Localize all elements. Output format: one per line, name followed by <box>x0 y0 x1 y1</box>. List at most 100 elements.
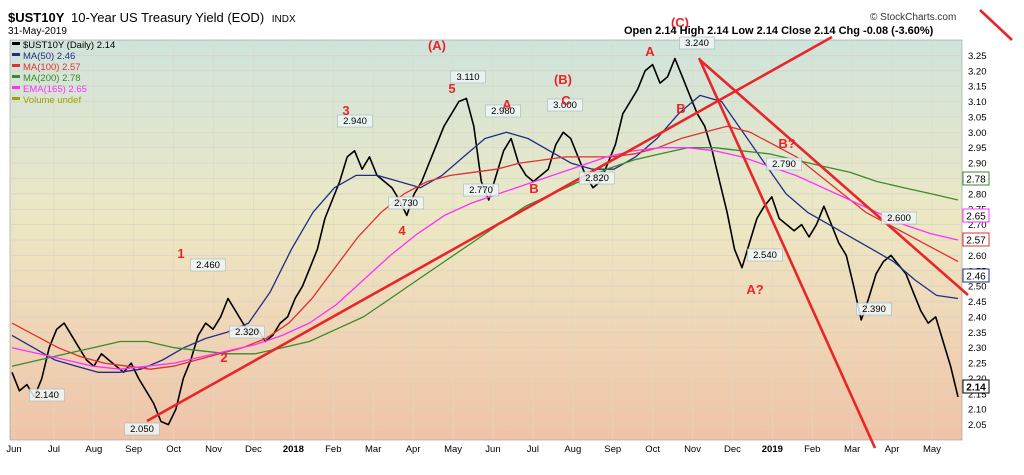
x-tick-label: Jun <box>6 444 21 455</box>
y-tick-label: 3.15 <box>968 82 987 93</box>
x-tick-label: Jul <box>48 444 60 455</box>
last-value-badge <box>962 171 990 186</box>
wave-label: 4 <box>398 223 406 238</box>
wave-label: 1 <box>177 246 184 261</box>
wave-label: (C) <box>671 15 689 30</box>
wave-label: A <box>645 44 655 59</box>
x-tick-label: Feb <box>804 444 820 455</box>
value-label: 2.600 <box>887 213 911 224</box>
value-label-box <box>547 98 583 112</box>
last-value-text: 2.14 <box>966 383 986 394</box>
wave-label: (B) <box>554 72 572 87</box>
y-tick-label: 2.10 <box>968 405 987 416</box>
y-tick-label: 2.25 <box>968 359 987 370</box>
value-label-box <box>29 388 65 402</box>
wave-label: B <box>676 101 685 116</box>
y-tick-label: 3.20 <box>968 66 987 77</box>
y-tick-label: 2.45 <box>968 297 987 308</box>
legend-swatch <box>12 42 20 45</box>
wave-label: A <box>502 97 512 112</box>
x-tick-label: Oct <box>166 444 181 455</box>
value-label-box <box>229 325 265 339</box>
y-tick-label: 3.10 <box>968 97 987 108</box>
x-tick-label: Oct <box>645 444 660 455</box>
x-tick-label: Dec <box>724 444 741 455</box>
value-label-box <box>450 70 486 84</box>
legend-label: MA(100) 2.57 <box>23 62 81 73</box>
x-tick-label: Aug <box>564 444 581 455</box>
y-tick-label: 2.60 <box>968 251 987 262</box>
x-tick-label: Apr <box>885 444 900 455</box>
x-tick-label: Mar <box>844 444 860 455</box>
symbol-name: 10-Year US Treasury Yield (EOD) <box>71 10 265 25</box>
value-label-box <box>579 171 615 185</box>
value-label-box <box>881 211 917 225</box>
x-tick-label: Jul <box>527 444 539 455</box>
y-tick-label: 2.05 <box>968 420 987 431</box>
x-tick-label: Feb <box>325 444 341 455</box>
last-value-badge <box>962 268 990 283</box>
wave-label: 3 <box>342 103 349 118</box>
last-value-badge <box>962 232 990 247</box>
wave-label: C <box>561 93 571 108</box>
legend-label: Volume undef <box>23 95 81 106</box>
x-tick-label: May <box>923 444 941 455</box>
legend-label: MA(200) 2.78 <box>23 73 81 84</box>
y-tick-label: 2.70 <box>968 220 987 231</box>
legend-swatch <box>12 86 20 89</box>
y-tick-label: 2.80 <box>968 189 987 200</box>
value-label-box <box>463 183 499 197</box>
wave-label: 2 <box>220 350 227 365</box>
trendline-steep-down <box>697 57 877 449</box>
value-label-box <box>337 114 373 128</box>
y-tick-label: 2.15 <box>968 389 987 400</box>
y-tick-label: 2.90 <box>968 159 987 170</box>
ohlc-readout: Open 2.14 High 2.14 Low 2.14 Close 2.14 … <box>624 25 934 37</box>
value-label: 2.730 <box>394 198 418 209</box>
x-tick-label: Sep <box>604 444 621 455</box>
legend-label: MA(50) 2.46 <box>23 51 75 62</box>
value-label: 2.540 <box>753 250 777 261</box>
y-tick-label: 2.95 <box>968 143 987 154</box>
value-label: 3.240 <box>685 38 709 49</box>
last-value-text: 2.57 <box>966 236 986 247</box>
value-label: 3.000 <box>553 100 577 111</box>
last-value-badge <box>962 379 990 394</box>
value-label: 3.110 <box>456 72 479 83</box>
wave-label: (A) <box>428 38 446 53</box>
trendline-corner <box>979 9 1013 41</box>
wave-label: A? <box>746 282 763 297</box>
y-tick-label: 2.30 <box>968 343 987 354</box>
wave-label: B <box>529 181 538 196</box>
x-tick-label: Dec <box>245 444 262 455</box>
value-label-box <box>856 302 892 316</box>
value-label: 2.940 <box>343 116 367 127</box>
value-label: 2.770 <box>469 185 493 196</box>
legend-label: EMA(165) 2.65 <box>23 84 87 95</box>
chart-date: 31-May-2019 <box>8 26 67 37</box>
x-tick-label: 2018 <box>283 444 304 455</box>
x-tick-label: Nov <box>205 444 222 455</box>
value-label: 2.390 <box>862 304 886 315</box>
legend-swatch <box>12 53 20 56</box>
series-line <box>11 94 959 373</box>
x-tick-label: May <box>444 444 462 455</box>
value-label: 2.460 <box>196 260 220 271</box>
legend-swatch <box>12 97 20 100</box>
y-tick-label: 2.40 <box>968 312 987 323</box>
x-tick-label: Aug <box>85 444 102 455</box>
x-tick-label: Jun <box>485 444 500 455</box>
y-tick-label: 3.05 <box>968 112 987 123</box>
x-tick-label: 2019 <box>762 444 783 455</box>
wave-label: B? <box>778 136 795 151</box>
y-tick-label: 2.20 <box>968 374 987 385</box>
watermark: © StockCharts.com <box>870 12 957 23</box>
exchange: INDX <box>271 14 296 25</box>
y-tick-label: 3.00 <box>968 128 987 139</box>
last-value-badge <box>962 208 990 223</box>
chart-title: $UST10Y 10-Year US Treasury Yield (EOD) … <box>8 10 296 25</box>
value-label-box <box>388 196 424 210</box>
value-label-box <box>679 36 715 50</box>
x-tick-label: Mar <box>365 444 381 455</box>
